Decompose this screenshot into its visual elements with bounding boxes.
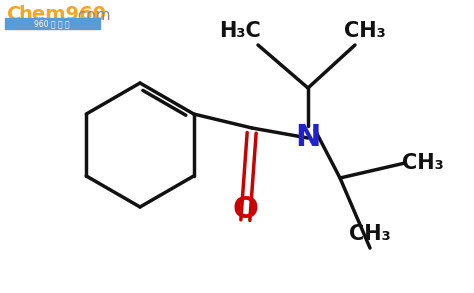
Text: CH₃: CH₃ [402, 153, 444, 173]
Text: CH₃: CH₃ [349, 224, 391, 244]
Text: N: N [295, 124, 321, 152]
Text: H₃C: H₃C [219, 21, 261, 41]
Text: 960 化 工 网: 960 化 工 网 [34, 20, 70, 28]
Text: C: C [7, 6, 21, 25]
Text: O: O [232, 195, 258, 224]
Bar [5, 18, 100, 29]
Text: .com: .com [73, 8, 110, 23]
Text: CH₃: CH₃ [344, 21, 386, 41]
Text: hem960: hem960 [18, 6, 106, 25]
